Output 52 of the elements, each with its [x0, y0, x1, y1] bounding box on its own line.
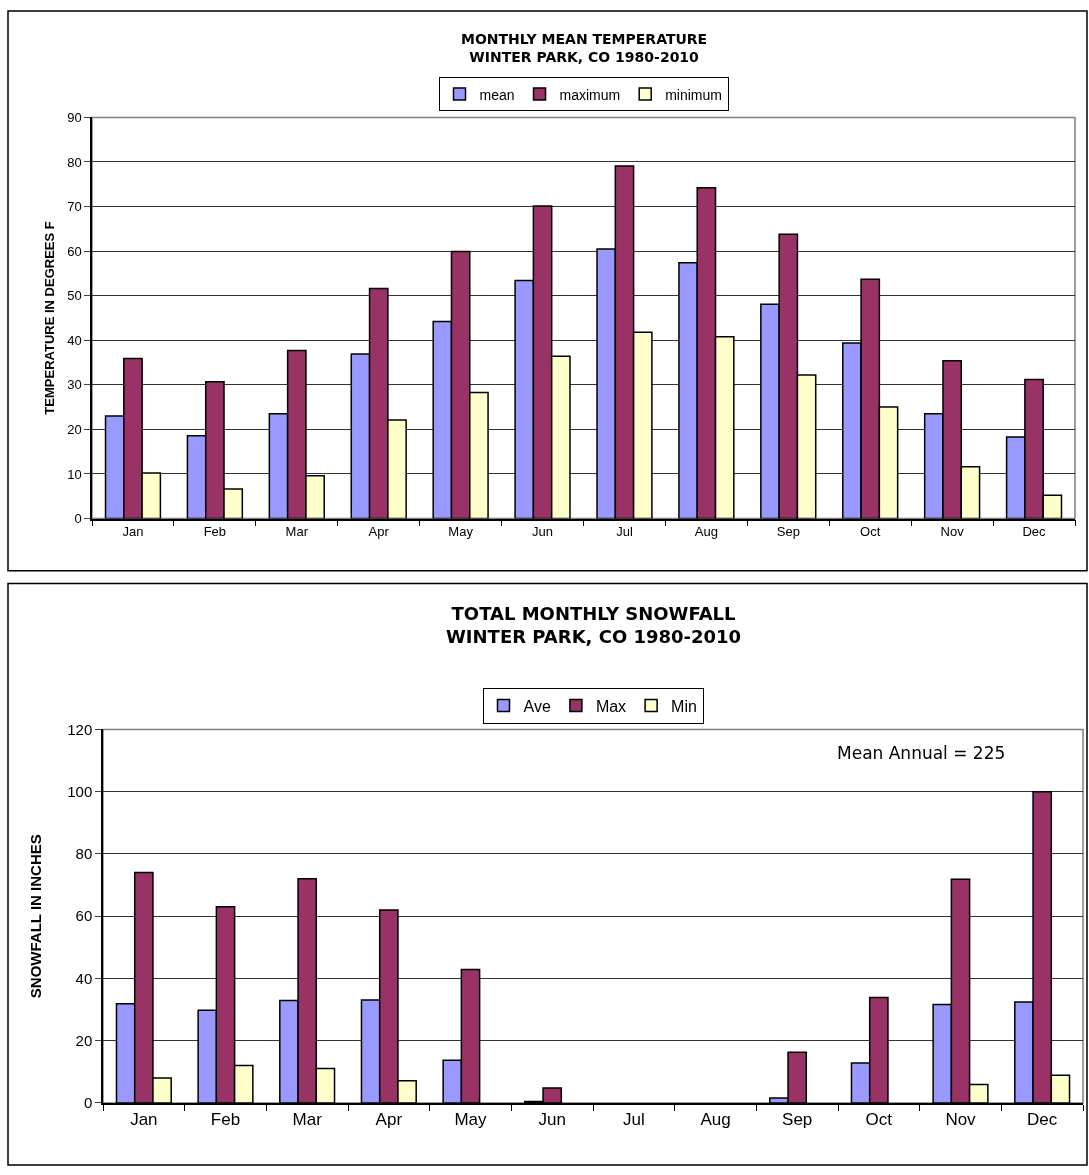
x-tick-label: Dec: [1022, 523, 1047, 539]
x-tick-label: Aug: [694, 523, 718, 539]
chart-title: TOTAL MONTHLY SNOWFALL WINTER PARK, CO 1980-2010: [446, 603, 742, 648]
x-tick-label: Aug: [700, 1110, 731, 1130]
y-tick-label: 20: [67, 421, 82, 437]
x-tick-label: Feb: [210, 1110, 241, 1130]
x-tick-label: Mar: [292, 1110, 323, 1130]
y-tick-label: 120: [67, 720, 93, 738]
x-tick-label: Oct: [860, 523, 881, 539]
y-tick-label: 80: [75, 845, 93, 863]
x-tick-label: Nov: [945, 1110, 977, 1130]
y-tick-label: 50: [67, 288, 82, 304]
y-tick-label: 100: [67, 782, 93, 800]
x-tick-label: May: [448, 523, 474, 539]
x-tick-label: Sep: [776, 523, 800, 539]
y-tick-label: 30: [67, 377, 82, 393]
legend-label: Max: [595, 697, 627, 715]
legend-label: maximum: [559, 86, 621, 103]
x-tick-label: Jan: [130, 1110, 158, 1130]
x-tick-label: Mar: [285, 523, 309, 539]
y-tick-label: 40: [67, 332, 82, 348]
legend-label: Ave: [523, 697, 551, 715]
y-tick-label: 80: [67, 154, 82, 170]
x-tick-label: Jun: [538, 1110, 566, 1130]
y-tick-label: 70: [67, 199, 82, 215]
y-tick-label: 0: [83, 1094, 93, 1112]
y-tick-label: 90: [67, 109, 82, 125]
x-tick-label: May: [454, 1110, 488, 1130]
x-tick-label: Jul: [616, 523, 633, 539]
y-tick-label: 40: [75, 969, 93, 987]
legend-label: Min: [671, 697, 697, 715]
x-tick-label: Feb: [203, 523, 227, 539]
chart-title: MONTHLY MEAN TEMPERATURE WINTER PARK, CO 1980-2010: [461, 31, 708, 66]
x-tick-label: Jan: [122, 523, 144, 539]
y-tick-label: 20: [75, 1031, 93, 1049]
y-tick-label: 60: [67, 243, 82, 259]
y-axis-title: SNOWFALL IN INCHES: [26, 834, 44, 999]
x-tick-label: Apr: [375, 1110, 403, 1130]
y-tick-label: 60: [75, 907, 93, 925]
legend-label: mean: [479, 86, 515, 103]
annotation: Mean Annual = 225: [837, 743, 1006, 763]
y-tick-label: 10: [67, 466, 82, 482]
y-axis-title: TEMPERATURE IN DEGREES F: [41, 221, 57, 415]
y-tick-label: 0: [74, 511, 82, 527]
x-tick-label: Apr: [368, 523, 390, 539]
x-tick-label: Jun: [532, 523, 554, 539]
x-tick-label: Dec: [1027, 1110, 1058, 1130]
x-tick-label: Oct: [865, 1110, 893, 1130]
x-tick-label: Sep: [782, 1110, 813, 1130]
legend-label: minimum: [665, 86, 722, 103]
x-tick-label: Jul: [622, 1110, 645, 1130]
x-tick-label: Nov: [940, 523, 965, 539]
